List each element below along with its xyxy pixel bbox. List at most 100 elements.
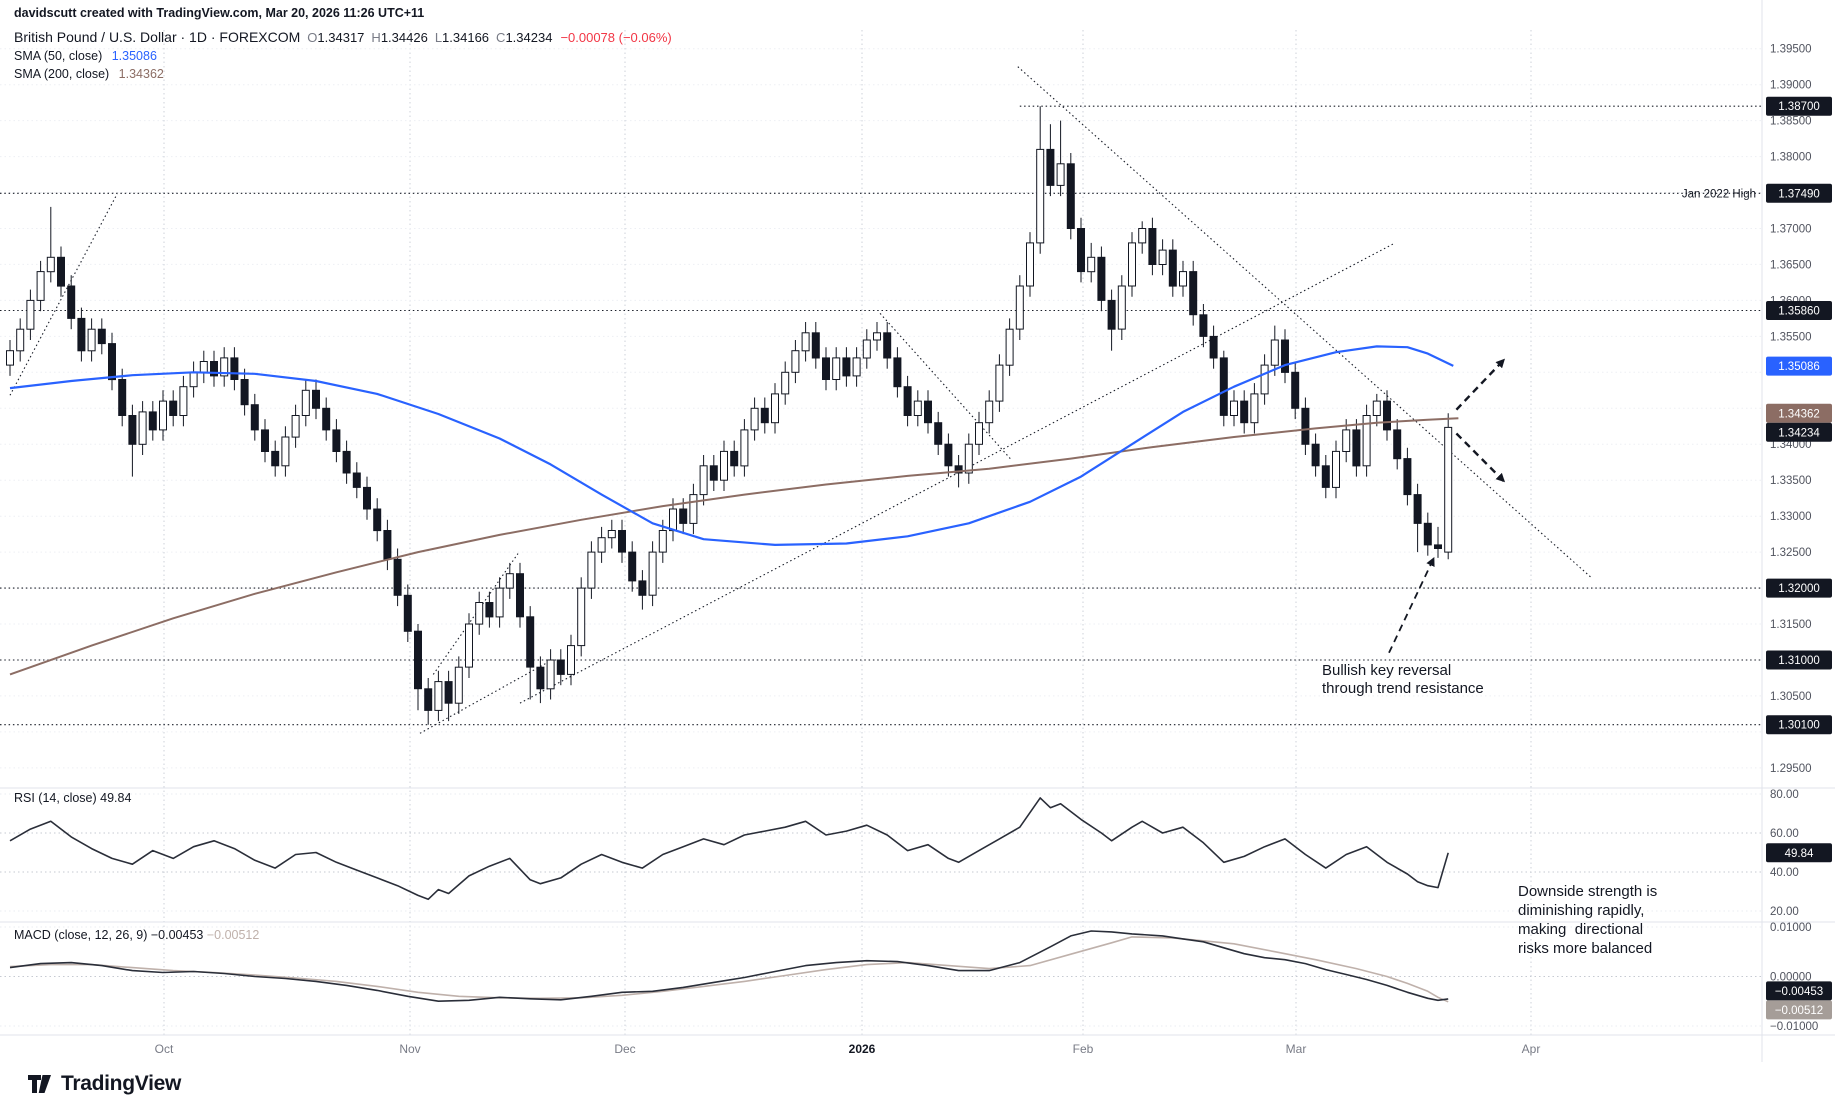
candle[interactable] [638,570,647,610]
candle[interactable] [862,329,871,369]
candle[interactable] [1260,354,1269,405]
candle[interactable] [250,393,259,441]
rsi-line[interactable] [9,797,1449,901]
candle[interactable] [1250,383,1259,434]
candle[interactable] [771,383,779,434]
candle[interactable] [332,419,341,463]
candle[interactable] [1383,390,1391,441]
candle[interactable] [444,670,453,722]
candle[interactable] [1403,447,1412,506]
candle[interactable] [301,379,310,427]
chart-plot-area[interactable] [0,0,1762,1035]
symbol-title[interactable]: British Pound / U.S. Dollar · 1D · FOREX… [14,29,301,45]
candle[interactable] [628,541,637,592]
macd-legend[interactable]: MACD (close, 12, 26, 9) −0.00453 −0.0051… [14,928,259,942]
candle[interactable] [781,361,790,405]
candle[interactable] [903,375,912,427]
candle[interactable] [618,519,626,563]
candle[interactable] [271,440,280,477]
candle[interactable] [424,678,433,725]
candle[interactable] [995,354,1004,412]
candle[interactable] [516,562,524,628]
candlestick-series[interactable] [6,106,1453,725]
candle[interactable] [128,404,137,477]
candle[interactable] [230,347,239,391]
tradingview-logo[interactable]: TradingView [26,1072,181,1096]
candle[interactable] [607,519,616,549]
candle[interactable] [1270,325,1279,376]
candle[interactable] [373,498,382,542]
candle[interactable] [240,368,249,416]
candle[interactable] [281,426,290,477]
sma50-line[interactable] [9,345,1454,546]
candle[interactable] [1046,124,1055,197]
candle[interactable] [1138,221,1147,254]
candle[interactable] [1301,397,1310,456]
trendline-long-term-support[interactable] [519,242,1396,704]
candle[interactable] [1148,217,1157,276]
candle[interactable] [505,562,514,599]
candle[interactable] [913,390,922,427]
candle[interactable] [556,649,565,686]
candle[interactable] [1291,361,1300,420]
candle[interactable] [291,404,300,448]
candle[interactable] [87,318,96,362]
candle[interactable] [730,440,739,477]
candle[interactable] [689,483,698,535]
candle[interactable] [1352,419,1361,477]
candle[interactable] [1005,318,1014,376]
trendline-minor-downtrend[interactable] [879,313,1013,461]
candle[interactable] [1199,304,1208,348]
candle[interactable] [1230,390,1238,427]
candle[interactable] [577,577,586,657]
candle[interactable] [842,347,851,387]
candle[interactable] [475,591,484,635]
candle[interactable] [6,340,14,376]
candle[interactable] [1077,217,1085,283]
trendline-major-downtrend-resistance[interactable] [1017,66,1592,578]
candle[interactable] [138,401,147,455]
macd-line[interactable] [9,930,1449,1002]
candle[interactable] [740,419,749,477]
candle[interactable] [210,350,218,387]
candle[interactable] [36,260,45,312]
candle[interactable] [1321,455,1330,499]
candle[interactable] [1281,329,1289,384]
candle[interactable] [148,401,157,441]
candle[interactable] [822,347,830,391]
candle[interactable] [1158,239,1167,276]
candle[interactable] [169,390,178,427]
candle[interactable] [597,526,606,563]
candle[interactable] [118,368,127,427]
candle[interactable] [1107,289,1116,351]
candle[interactable] [1015,275,1024,340]
candle[interactable] [1444,413,1453,560]
candle[interactable] [77,307,86,362]
candle[interactable] [414,624,422,711]
candle[interactable] [97,318,106,355]
candle[interactable] [587,541,596,599]
rsi-legend[interactable]: RSI (14, close) 49.84 [14,791,131,805]
sma200-legend[interactable]: SMA (200, close) 1.34362 [14,65,672,83]
candle[interactable] [1332,440,1340,499]
candle[interactable] [791,340,800,384]
candle[interactable] [16,318,25,362]
candle[interactable] [465,613,473,678]
candle[interactable] [546,649,555,700]
candle[interactable] [873,322,881,351]
candle[interactable] [46,206,55,283]
candle[interactable] [1117,275,1126,340]
candle[interactable] [1240,390,1249,434]
candle[interactable] [883,322,892,369]
candle[interactable] [322,397,331,441]
candle[interactable] [1393,419,1402,470]
candle[interactable] [1026,232,1034,297]
candle[interactable] [975,411,983,455]
candle[interactable] [526,606,535,700]
candle[interactable] [760,397,769,434]
momentum-annotation[interactable]: Downside strength is diminishing rapidly… [1518,883,1658,957]
candle[interactable] [57,246,65,297]
candle[interactable] [1066,153,1075,240]
candle[interactable] [934,411,943,455]
